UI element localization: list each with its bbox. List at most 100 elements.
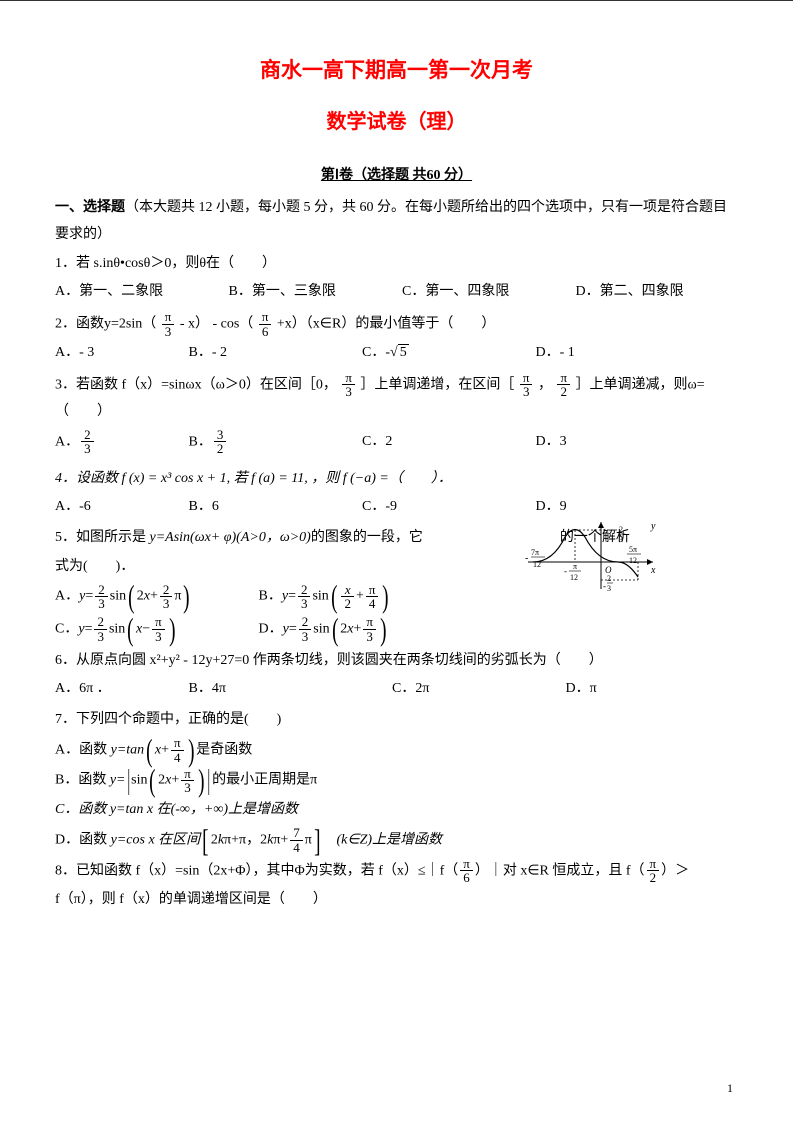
- q7-b-num: π: [181, 767, 194, 782]
- svg-text:12: 12: [570, 573, 578, 582]
- q7-d-mid: y=cos x 在区间: [111, 832, 201, 847]
- q2-frac1-den: 3: [162, 325, 175, 339]
- q5-c-in-den: 3: [152, 630, 165, 644]
- q5-d-in-num: π: [363, 615, 376, 630]
- q3-opt-d: D．3: [536, 429, 567, 456]
- question-3-options: A．23 B．32 C．2 D．3: [55, 428, 738, 456]
- q2-frac2-den: 6: [259, 325, 272, 339]
- q5-b-coef-num: 2: [298, 583, 311, 598]
- q3-b-num: 3: [214, 428, 227, 443]
- svg-text:3: 3: [619, 535, 623, 544]
- sine-graph-figure: y x O 2 3 2 3 - 7π 12 - π 12 - 5π 1: [523, 517, 658, 606]
- question-6-options: A．6π ． B．4π C．2π D．π: [55, 676, 738, 703]
- q8-prefix: 8．已知函数 f（x）=sin（2x+Φ），其中Φ为实数，若 f（x）≤｜f（: [55, 863, 458, 878]
- q8-mid2: ）＞: [661, 863, 689, 878]
- q3-frac1: π3: [342, 371, 355, 399]
- q8-f2-den: 2: [647, 871, 660, 885]
- q3-prefix: 3．若函数 f（x）=sinωx（ω＞0）在区间［0，: [55, 377, 337, 392]
- exam-title: 商水一高下期高一第一次月考: [55, 51, 738, 91]
- q3-f2-den: 3: [520, 385, 533, 399]
- svg-text:2: 2: [607, 574, 611, 583]
- q7-b-suffix: 的最小正周期是π: [212, 773, 317, 788]
- q7-a-den: 4: [171, 751, 184, 765]
- q2-frac1-num: π: [162, 310, 175, 325]
- q5-c-coef-num: 2: [94, 615, 107, 630]
- bracket-icon: (: [127, 615, 133, 644]
- q7-d-num: 7: [290, 826, 303, 841]
- svg-text:-: -: [603, 581, 606, 591]
- q7-c-text: C．函数 y=tan x 在(-∞，+∞)上是增函数: [55, 802, 298, 817]
- q5-b-num-a: x: [345, 582, 351, 597]
- bracket-icon: (: [332, 615, 338, 644]
- q7-d-suffix: (k∈Z)上是增函数: [337, 832, 443, 847]
- q2-opt-a: A．- 3: [55, 340, 185, 367]
- q5-b-den-a: 2: [341, 597, 354, 611]
- section-instructions-text: （本大题共 12 小题，每小题 5 分，共 60 分。在每小题所给出的四个选项中…: [55, 200, 727, 242]
- q2-opt-d: D．- 1: [536, 340, 575, 367]
- bracket-icon: (: [146, 736, 152, 765]
- q5-opt-c: C．y=23sin(x−π3): [55, 615, 255, 644]
- bracket-icon: (: [150, 766, 156, 795]
- q4-opt-b: B．6: [189, 494, 359, 521]
- sine-graph-svg: y x O 2 3 2 3 - 7π 12 - π 12 - 5π 1: [523, 517, 658, 595]
- svg-text:-: -: [525, 553, 528, 564]
- q2-opt-c: C．-√5: [362, 340, 532, 367]
- question-8-line2: f（π），则 f（x）的单调递增区间是（ ）: [55, 887, 738, 914]
- svg-text:x: x: [650, 565, 656, 576]
- q3-a-num: 2: [81, 428, 94, 443]
- q8-f1-den: 6: [460, 871, 473, 885]
- question-3: 3．若函数 f（x）=sinωx（ω＞0）在区间［0， π3 ］上单调递增，在区…: [55, 371, 738, 426]
- q5-a-in-num: 2: [160, 583, 173, 598]
- svg-text:5π: 5π: [629, 545, 637, 554]
- abs-bar-icon: |: [208, 770, 211, 792]
- q7-a-prefix: A．函数: [55, 742, 111, 757]
- q2-prefix: 2．函数y=2sin（: [55, 316, 156, 331]
- q2-frac1: π3: [162, 310, 175, 338]
- q7-b-mid1: y=: [110, 773, 126, 788]
- q5-c-prefix: C．: [55, 622, 78, 637]
- q7-a-num: π: [171, 736, 184, 751]
- q5-opt-b: B．y=23sin(x2+π4): [259, 582, 392, 611]
- q5-c-in-num: π: [152, 615, 165, 630]
- bracket-icon: ): [184, 582, 190, 611]
- section-label: 第Ⅰ卷（选择题 共60 分）: [55, 163, 738, 190]
- q3-opt-c: C．2: [362, 429, 532, 456]
- q7-opt-d: D．函数 y=cos x 在区间[2kπ+π，2kπ+74π] (k∈Z)上是增…: [55, 826, 738, 855]
- exam-subtitle: 数学试卷（理）: [55, 103, 738, 141]
- svg-text:3: 3: [607, 584, 611, 593]
- q2-c-prefix: C．-: [362, 345, 390, 360]
- q7-a-suffix: 是奇函数: [196, 742, 252, 757]
- q3-mid2: ，: [538, 377, 552, 392]
- q3-b-den: 2: [214, 442, 227, 456]
- q5-opt-d: D．y=23sin(2x+π3): [259, 615, 389, 644]
- q7-opt-b: B．函数 y=|sin(2x+π3)|的最小正周期是π: [55, 766, 738, 795]
- q1-opt-b: B．第一、三象限: [229, 279, 399, 306]
- q3-f1-den: 3: [342, 385, 355, 399]
- q5-l1c: 的图象的一段，它: [311, 530, 423, 545]
- q3-opt-b: B．32: [189, 428, 359, 456]
- q8-f1-num: π: [460, 857, 473, 872]
- q5-d-in-den: 3: [363, 630, 376, 644]
- svg-text:7π: 7π: [531, 548, 539, 557]
- svg-text:2: 2: [619, 525, 623, 534]
- q1-opt-c: C．第一、四象限: [402, 279, 572, 306]
- q5-b-coef-den: 3: [298, 597, 311, 611]
- sqrt-icon: √5: [390, 340, 409, 367]
- question-6: 6．从原点向圆 x²+y² - 12y+27=0 作两条切线，则该圆夹在两条切线…: [55, 648, 738, 675]
- question-5-wrap: 5．如图所示是 y=Asin(ωx+ φ)(A>0，ω>0)的图象的一段，它 的…: [55, 525, 738, 644]
- q3-f1-num: π: [342, 371, 355, 386]
- q8-mid1: ）｜对 x∈R 恒成立，且 f（: [475, 863, 645, 878]
- q3-frac2: π3: [520, 371, 533, 399]
- bracket-icon: ): [380, 615, 386, 644]
- exam-page: 商水一高下期高一第一次月考 数学试卷（理） 第Ⅰ卷（选择题 共60 分） 一、选…: [0, 0, 793, 1122]
- bracket-icon: (: [128, 582, 134, 611]
- q7-b-den: 3: [181, 781, 194, 795]
- q7-d-prefix: D．函数: [55, 832, 111, 847]
- bracket-icon: (: [331, 582, 337, 611]
- bracket-icon: ]: [314, 826, 320, 855]
- q5-b-num-b: π: [366, 583, 379, 598]
- q3-f3-num: π: [557, 371, 570, 386]
- q3-opt-a: A．23: [55, 428, 185, 456]
- q4-opt-c: C．-9: [362, 494, 532, 521]
- q5-b-den-b: 4: [366, 597, 379, 611]
